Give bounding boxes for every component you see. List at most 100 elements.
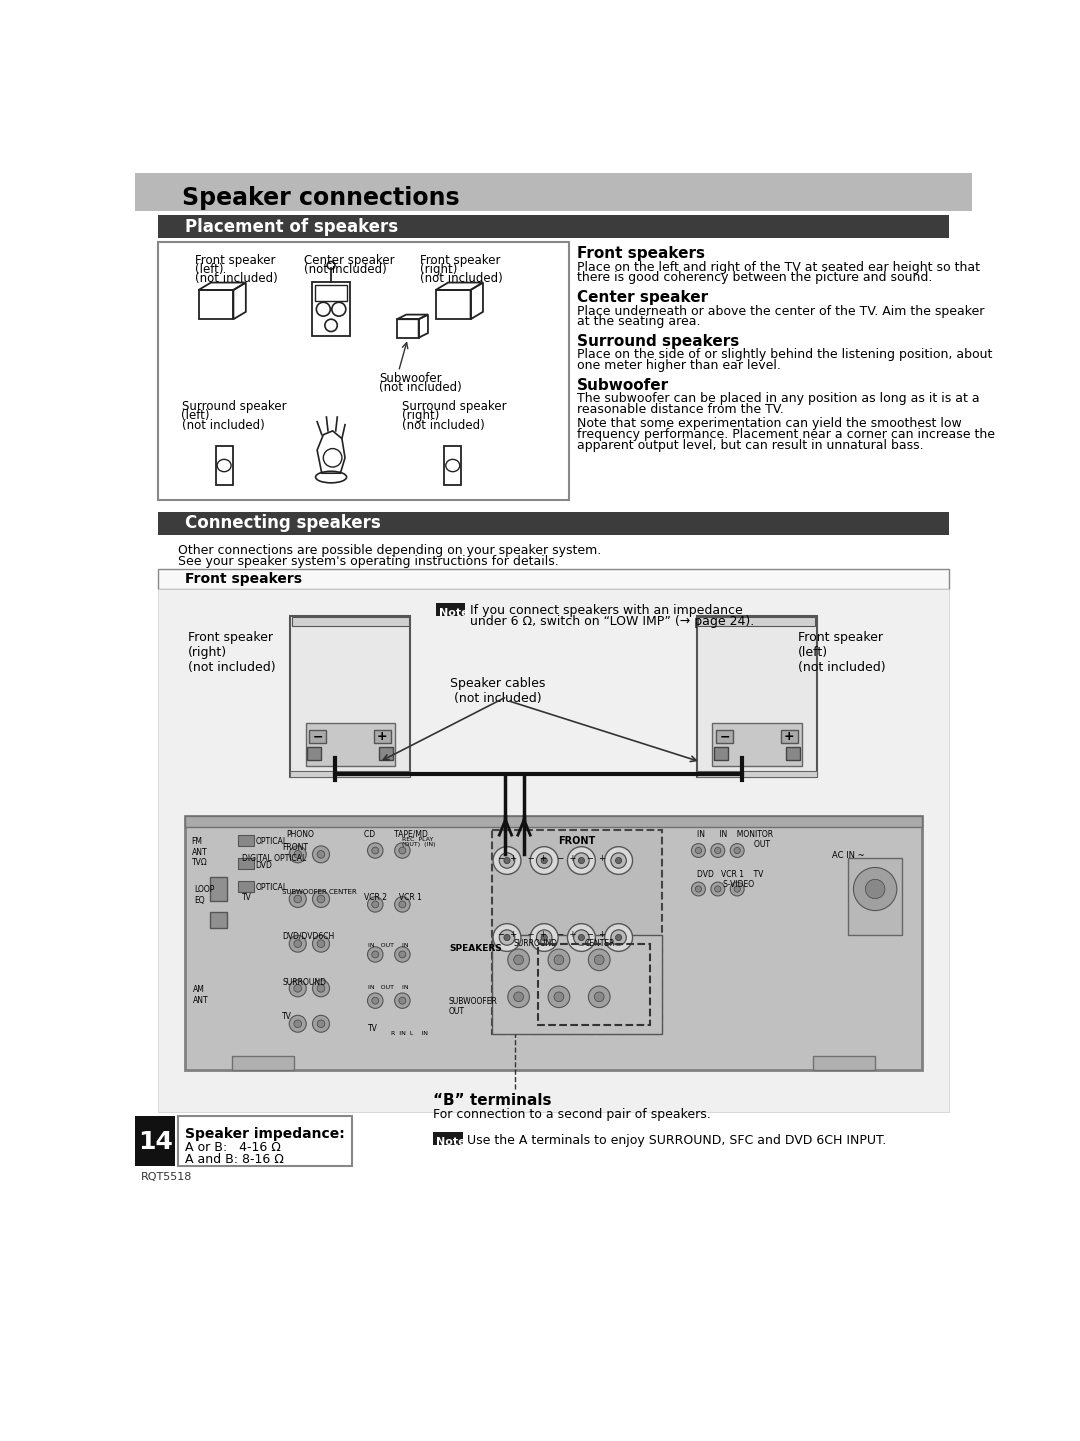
Bar: [177, 1117, 352, 1166]
Circle shape: [530, 847, 558, 875]
Bar: [491, 830, 662, 1033]
Bar: [238, 859, 254, 869]
Bar: [159, 569, 948, 589]
Text: (not included): (not included): [420, 272, 503, 285]
Bar: [216, 447, 232, 484]
Bar: [291, 771, 410, 777]
Circle shape: [853, 867, 896, 911]
Circle shape: [294, 850, 301, 859]
Bar: [813, 1056, 875, 1071]
Circle shape: [715, 847, 721, 853]
Bar: [538, 944, 650, 1026]
Text: Front speaker
(left)
(not included): Front speaker (left) (not included): [798, 631, 886, 674]
Bar: [713, 723, 801, 765]
Circle shape: [294, 940, 301, 948]
Circle shape: [367, 947, 383, 963]
Circle shape: [567, 924, 595, 951]
Text: A or B:   4-16 Ω: A or B: 4-16 Ω: [186, 1141, 281, 1154]
Text: there is good coherency between the picture and sound.: there is good coherency between the pict…: [577, 271, 932, 284]
Circle shape: [730, 882, 744, 896]
Text: apparent output level, but can result in unnatural bass.: apparent output level, but can result in…: [577, 438, 923, 451]
Text: Surround speaker: Surround speaker: [403, 401, 507, 414]
Circle shape: [734, 886, 740, 892]
Circle shape: [594, 955, 604, 964]
Text: Place underneath or above the center of the TV. Aim the speaker: Place underneath or above the center of …: [577, 304, 984, 317]
Bar: [699, 617, 815, 627]
Text: Place on the left and right of the TV at seated ear height so that: Place on the left and right of the TV at…: [577, 261, 980, 274]
Circle shape: [318, 850, 325, 859]
Bar: [716, 729, 733, 744]
Bar: [786, 746, 800, 761]
Circle shape: [494, 847, 521, 875]
Circle shape: [578, 934, 584, 941]
Bar: [238, 836, 254, 846]
Text: −  +    −  +    −  +    −  +: − + − + − + − +: [498, 929, 606, 940]
Text: Speaker cables
(not included): Speaker cables (not included): [450, 677, 545, 705]
Circle shape: [289, 980, 307, 997]
Text: Placement of speakers: Placement of speakers: [186, 218, 399, 236]
Text: under 6 Ω, switch on “LOW IMP” (→ page 24).: under 6 Ω, switch on “LOW IMP” (→ page 2…: [470, 615, 754, 628]
Text: (left): (left): [195, 264, 224, 277]
Circle shape: [312, 891, 329, 908]
Text: −: −: [719, 731, 730, 744]
Text: (not included): (not included): [181, 418, 265, 431]
Text: If you connect speakers with an impedance: If you connect speakers with an impedanc…: [470, 604, 743, 617]
Circle shape: [616, 857, 622, 863]
Text: FM
ANT: FM ANT: [191, 837, 207, 857]
Text: Note that some experimentation can yield the smoothest low: Note that some experimentation can yield…: [577, 416, 961, 429]
Text: SURROUND: SURROUND: [513, 940, 557, 948]
Circle shape: [318, 1020, 325, 1027]
Bar: [307, 746, 321, 761]
Circle shape: [865, 879, 885, 899]
Bar: [312, 282, 350, 336]
Circle shape: [691, 843, 705, 857]
Bar: [697, 771, 816, 777]
Text: −: −: [312, 731, 323, 744]
Circle shape: [691, 882, 705, 896]
Text: (not included): (not included): [403, 418, 485, 431]
Circle shape: [589, 986, 610, 1007]
Circle shape: [616, 934, 622, 941]
Circle shape: [394, 843, 410, 859]
Text: TV: TV: [282, 1012, 292, 1022]
Text: Front speaker: Front speaker: [420, 254, 501, 267]
Text: VCR 2     VCR 1: VCR 2 VCR 1: [364, 893, 421, 902]
Text: Place on the side of or slightly behind the listening position, about: Place on the side of or slightly behind …: [577, 349, 993, 362]
Circle shape: [294, 984, 301, 993]
Text: frequency performance. Placement near a corner can increase the: frequency performance. Placement near a …: [577, 428, 995, 441]
Circle shape: [611, 929, 626, 945]
Circle shape: [372, 901, 379, 908]
Circle shape: [289, 1016, 307, 1032]
Text: Speaker connections: Speaker connections: [181, 186, 459, 210]
Text: SUBWOOFER
OUT: SUBWOOFER OUT: [449, 997, 498, 1016]
Text: −  +    −  +    −  +    −  +: − + − + − + − +: [498, 855, 606, 863]
Text: OPTICAL: OPTICAL: [255, 837, 287, 846]
Text: Front speaker: Front speaker: [195, 254, 276, 267]
Text: 14: 14: [138, 1130, 173, 1154]
Text: R  IN  L    IN: R IN L IN: [391, 1032, 428, 1036]
Text: Center speaker: Center speaker: [577, 290, 707, 305]
Bar: [232, 1056, 294, 1071]
Text: Note: Note: [438, 608, 469, 618]
Circle shape: [372, 951, 379, 958]
Circle shape: [289, 935, 307, 953]
Circle shape: [696, 886, 702, 892]
Circle shape: [294, 895, 301, 904]
Circle shape: [372, 847, 379, 855]
Circle shape: [399, 997, 406, 1004]
Circle shape: [399, 951, 406, 958]
Circle shape: [294, 1020, 301, 1027]
Text: (not included): (not included): [303, 264, 387, 277]
Text: FRONT: FRONT: [558, 836, 595, 846]
Bar: [306, 723, 394, 765]
Bar: [135, 173, 972, 212]
Text: “B” terminals: “B” terminals: [433, 1094, 552, 1108]
Text: SURROUND: SURROUND: [282, 977, 326, 987]
Circle shape: [367, 993, 383, 1009]
Circle shape: [289, 846, 307, 863]
Circle shape: [567, 847, 595, 875]
Bar: [291, 615, 410, 777]
Circle shape: [589, 950, 610, 971]
Text: Subwoofer: Subwoofer: [577, 378, 669, 393]
Bar: [314, 285, 348, 301]
